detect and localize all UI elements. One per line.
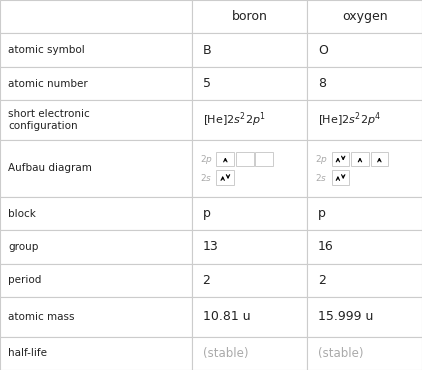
Bar bbox=[216, 171, 234, 185]
Text: boron: boron bbox=[232, 10, 268, 23]
Bar bbox=[0, 67, 192, 100]
Text: period: period bbox=[8, 275, 42, 285]
Bar bbox=[332, 171, 349, 185]
Bar bbox=[307, 297, 422, 337]
Bar bbox=[307, 67, 422, 100]
Bar bbox=[371, 152, 388, 166]
Text: 15.999 u: 15.999 u bbox=[318, 310, 373, 323]
Bar bbox=[307, 264, 422, 297]
Bar bbox=[0, 230, 192, 264]
Bar bbox=[307, 33, 422, 67]
Bar bbox=[0, 33, 192, 67]
Bar bbox=[0, 140, 192, 197]
Text: (stable): (stable) bbox=[318, 347, 363, 360]
Bar bbox=[307, 0, 422, 33]
Bar bbox=[192, 264, 307, 297]
Bar bbox=[307, 197, 422, 230]
Bar bbox=[192, 67, 307, 100]
Bar bbox=[0, 197, 192, 230]
Text: p: p bbox=[318, 207, 326, 220]
Text: block: block bbox=[8, 209, 36, 219]
Text: oxygen: oxygen bbox=[342, 10, 387, 23]
Bar bbox=[192, 337, 307, 370]
Bar bbox=[192, 100, 307, 140]
Bar bbox=[236, 152, 254, 166]
Text: Aufbau diagram: Aufbau diagram bbox=[8, 163, 92, 173]
Bar bbox=[192, 230, 307, 264]
Text: half-life: half-life bbox=[8, 348, 47, 358]
Bar bbox=[192, 140, 307, 197]
Text: $2s$: $2s$ bbox=[200, 172, 212, 183]
Text: O: O bbox=[318, 44, 327, 57]
Bar bbox=[332, 152, 349, 166]
Text: B: B bbox=[203, 44, 211, 57]
Bar bbox=[192, 33, 307, 67]
Text: $2s$: $2s$ bbox=[315, 172, 327, 183]
Bar bbox=[216, 152, 234, 166]
Text: 2: 2 bbox=[203, 274, 211, 287]
Text: 13: 13 bbox=[203, 240, 218, 253]
Text: atomic symbol: atomic symbol bbox=[8, 45, 85, 55]
Bar bbox=[192, 297, 307, 337]
Text: $2p$: $2p$ bbox=[315, 152, 328, 165]
Bar bbox=[255, 152, 273, 166]
Text: atomic number: atomic number bbox=[8, 79, 88, 89]
Text: group: group bbox=[8, 242, 39, 252]
Bar bbox=[0, 264, 192, 297]
Text: $\mathrm{[He]2}s^2\mathrm{2}p^4$: $\mathrm{[He]2}s^2\mathrm{2}p^4$ bbox=[318, 111, 381, 130]
Text: 10.81 u: 10.81 u bbox=[203, 310, 250, 323]
Text: $\mathrm{[He]2}s^2\mathrm{2}p^1$: $\mathrm{[He]2}s^2\mathrm{2}p^1$ bbox=[203, 111, 265, 130]
Bar bbox=[0, 297, 192, 337]
Bar bbox=[307, 230, 422, 264]
Text: (stable): (stable) bbox=[203, 347, 248, 360]
Bar bbox=[192, 197, 307, 230]
Bar bbox=[307, 140, 422, 197]
Text: $2p$: $2p$ bbox=[200, 152, 213, 165]
Bar bbox=[192, 0, 307, 33]
Text: 2: 2 bbox=[318, 274, 326, 287]
Bar bbox=[0, 0, 192, 33]
Bar bbox=[0, 100, 192, 140]
Bar bbox=[351, 152, 369, 166]
Bar bbox=[307, 100, 422, 140]
Text: p: p bbox=[203, 207, 211, 220]
Text: 8: 8 bbox=[318, 77, 326, 90]
Text: atomic mass: atomic mass bbox=[8, 312, 75, 322]
Text: 16: 16 bbox=[318, 240, 333, 253]
Bar bbox=[307, 337, 422, 370]
Text: short electronic
configuration: short electronic configuration bbox=[8, 109, 90, 131]
Text: 5: 5 bbox=[203, 77, 211, 90]
Bar bbox=[0, 337, 192, 370]
